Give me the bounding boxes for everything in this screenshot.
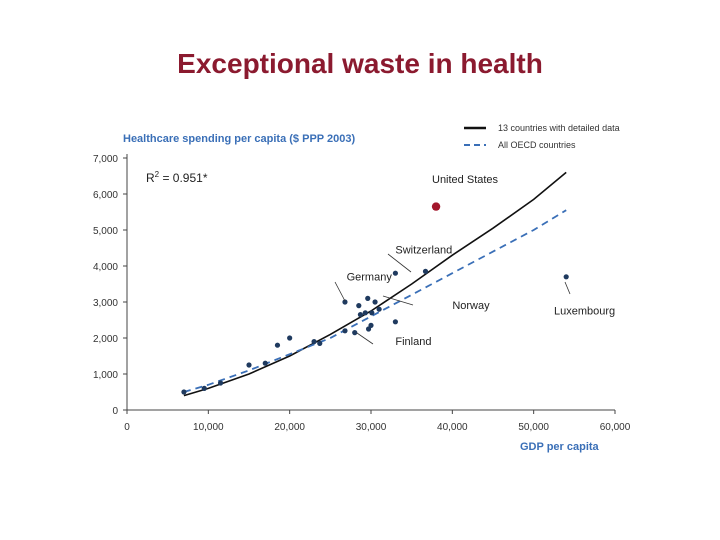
x-tick-label: 60,000 [600, 422, 631, 433]
data-point [201, 385, 207, 391]
annotation-leader-line [334, 281, 346, 302]
data-point-united-states [431, 202, 441, 211]
data-point [392, 270, 398, 276]
slide-title: Exceptional waste in health [177, 48, 543, 79]
annotation-luxembourg: Luxembourg [554, 306, 615, 318]
data-point [317, 340, 323, 346]
data-point [368, 322, 374, 328]
annotation-switzerland: Switzerland [395, 244, 452, 256]
data-point [181, 389, 187, 395]
annotation-united-states: United States [432, 174, 499, 186]
annotation-finland: Finland [395, 336, 431, 348]
x-tick-label: 0 [124, 422, 130, 433]
annotation-leader-line [356, 332, 374, 345]
data-point [365, 295, 371, 301]
x-tick-label: 20,000 [274, 422, 305, 433]
data-point [342, 328, 348, 334]
y-tick-label: 4,000 [93, 262, 118, 273]
legend: 13 countries with detailed data All OECD… [464, 123, 620, 150]
y-tick-label: 5,000 [93, 226, 118, 237]
annotations: United States Switzerland Germany Norway… [334, 174, 615, 348]
data-point [356, 303, 362, 309]
y-tick-label: 3,000 [93, 298, 118, 309]
annotation-leader-line [382, 295, 414, 306]
data-point [376, 306, 382, 312]
annotation-germany: Germany [347, 271, 393, 283]
data-point [311, 339, 317, 345]
y-tick-label: 7,000 [93, 154, 118, 165]
trend-lines [183, 171, 567, 397]
data-point [357, 312, 364, 318]
annotation-norway: Norway [452, 300, 490, 312]
data-point [246, 362, 252, 368]
legend-label-dashed: All OECD countries [498, 140, 576, 150]
x-tick-label: 10,000 [193, 422, 224, 433]
data-point [262, 360, 268, 366]
data-point [217, 380, 224, 386]
annotation-leader-line [564, 281, 571, 295]
data-point [372, 299, 378, 305]
x-tick-label: 40,000 [437, 422, 468, 433]
trend-line-all-oecd [183, 209, 567, 393]
y-tick-label: 2,000 [93, 334, 118, 345]
y-tick-label: 1,000 [93, 370, 118, 381]
data-point [352, 330, 358, 336]
data-point [287, 335, 293, 341]
data-point [422, 268, 429, 274]
y-tick-label: 0 [112, 406, 118, 417]
axes: 0 1,000 2,000 3,000 4,000 5,000 6,000 7,000 0 10,… [93, 154, 631, 433]
data-points [181, 202, 569, 395]
data-point [362, 310, 368, 316]
data-point [563, 274, 569, 280]
data-point [369, 310, 375, 316]
chart-title: Healthcare spending per capita ($ PPP 20… [123, 133, 355, 145]
annotation-leader-line [387, 253, 412, 273]
data-point [342, 299, 348, 305]
r-squared-label: R2 = 0.951* [146, 170, 208, 185]
x-tick-label: 50,000 [518, 422, 549, 433]
x-tick-label: 30,000 [356, 422, 387, 433]
x-axis-label: GDP per capita [520, 441, 600, 453]
trend-line-13-countries [183, 171, 567, 397]
y-tick-label: 6,000 [93, 190, 118, 201]
legend-label-solid: 13 countries with detailed data [498, 123, 620, 133]
data-point [392, 319, 398, 325]
data-point [274, 342, 281, 348]
